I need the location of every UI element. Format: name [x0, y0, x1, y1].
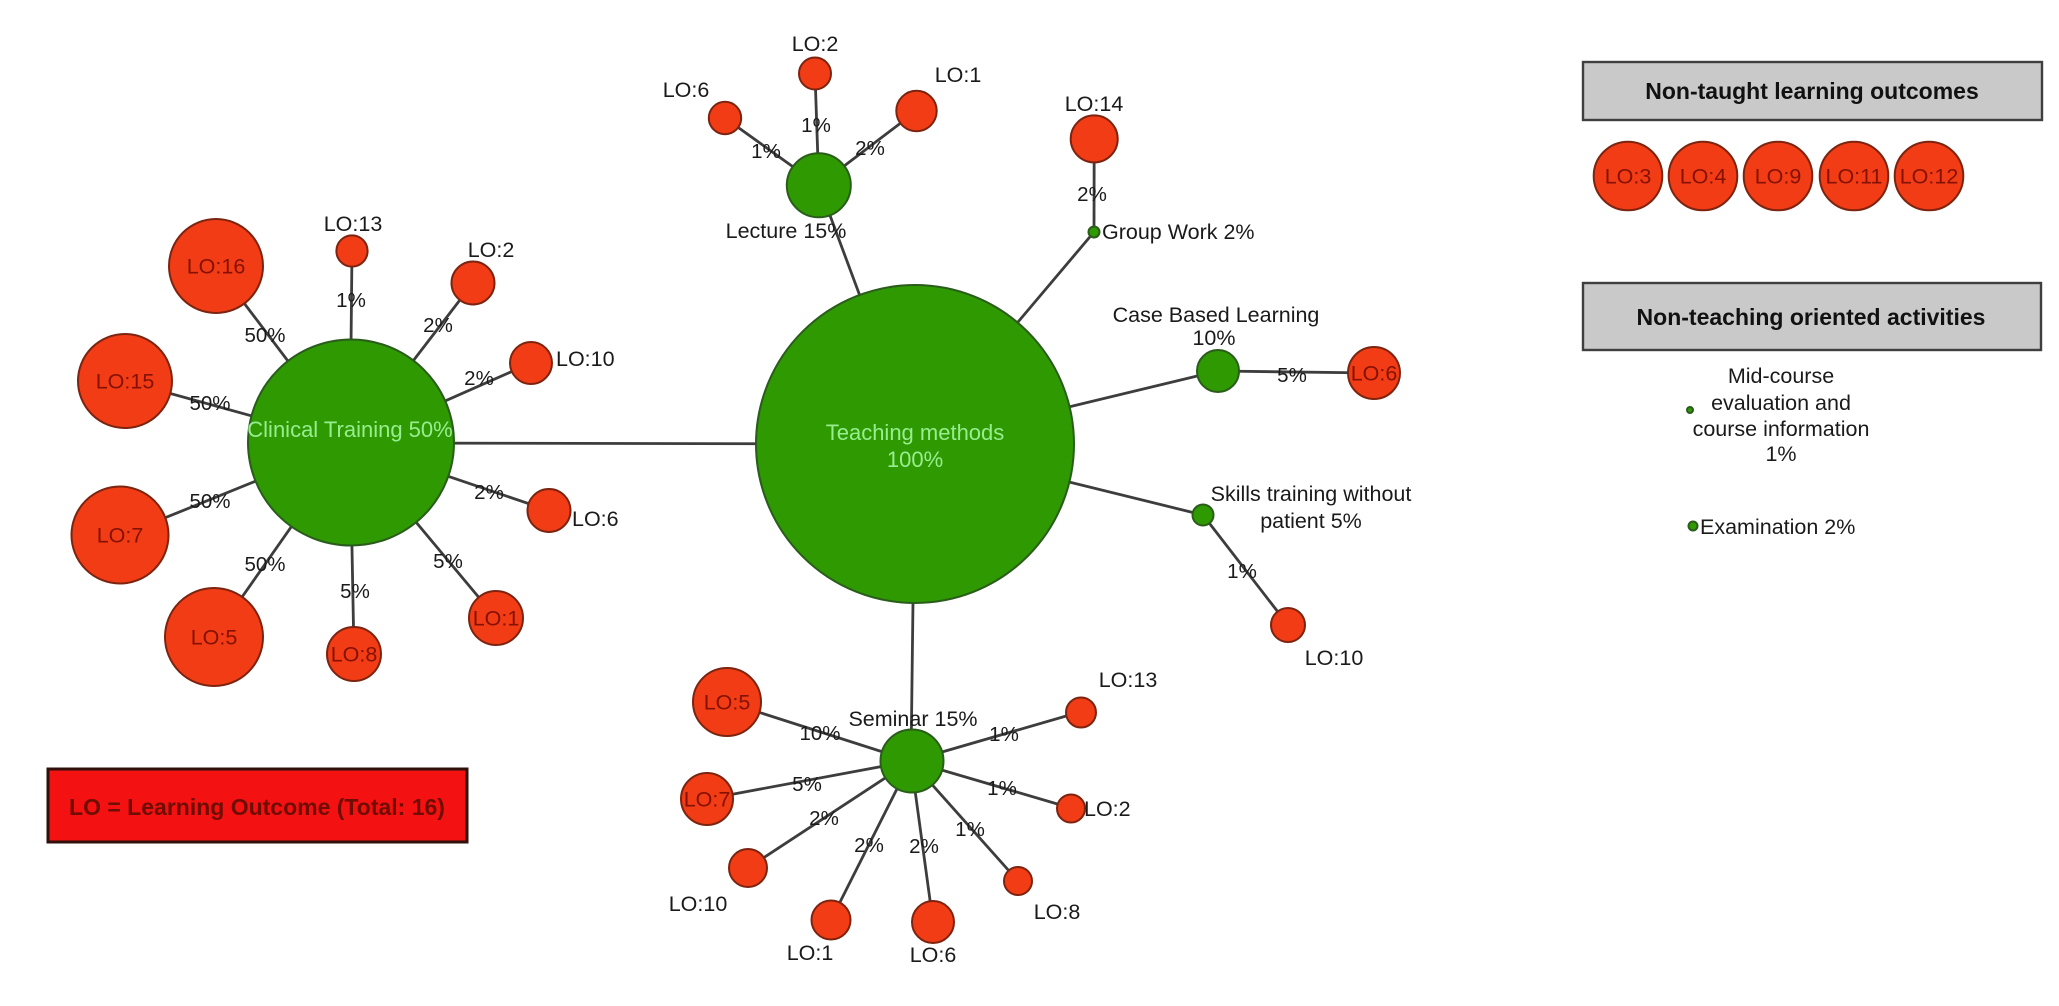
- svg-text:LO:5: LO:5: [704, 691, 751, 715]
- svg-text:LO:10: LO:10: [1305, 646, 1364, 670]
- svg-text:LO:14: LO:14: [1065, 92, 1124, 116]
- svg-text:LO:5: LO:5: [191, 626, 238, 650]
- svg-text:100%: 100%: [887, 447, 943, 472]
- svg-text:1%: 1%: [1227, 560, 1257, 583]
- svg-text:LO:7: LO:7: [97, 524, 144, 548]
- svg-text:LO:6: LO:6: [663, 78, 710, 102]
- svg-text:LO:13: LO:13: [324, 212, 383, 236]
- svg-text:2%: 2%: [909, 835, 939, 858]
- svg-text:LO:15: LO:15: [96, 370, 155, 394]
- svg-text:course information: course information: [1693, 417, 1870, 441]
- svg-text:50%: 50%: [189, 392, 230, 415]
- svg-text:Non-teaching oriented activiti: Non-teaching oriented activities: [1637, 304, 1986, 330]
- svg-text:LO = Learning Outcome (Total:: LO = Learning Outcome (Total: 16): [69, 794, 445, 820]
- svg-text:LO:13: LO:13: [1099, 668, 1158, 692]
- svg-text:LO:6: LO:6: [910, 943, 957, 967]
- svg-text:LO:12: LO:12: [1900, 165, 1959, 189]
- svg-text:Case Based Learning: Case Based Learning: [1113, 303, 1320, 327]
- svg-text:Skills training without: Skills training without: [1211, 482, 1412, 506]
- svg-text:10%: 10%: [799, 722, 840, 745]
- svg-text:Teaching methods: Teaching methods: [826, 420, 1005, 445]
- svg-text:1%: 1%: [751, 140, 781, 163]
- svg-text:Group Work 2%: Group Work 2%: [1102, 220, 1255, 244]
- svg-text:5%: 5%: [792, 773, 822, 796]
- svg-text:Clinical Training 50%: Clinical Training 50%: [247, 417, 452, 442]
- svg-text:LO:2: LO:2: [792, 32, 839, 56]
- svg-text:LO:4: LO:4: [1680, 165, 1727, 189]
- svg-text:5%: 5%: [340, 580, 370, 603]
- svg-text:LO:10: LO:10: [556, 347, 615, 371]
- svg-text:LO:1: LO:1: [787, 941, 834, 965]
- svg-text:2%: 2%: [1077, 183, 1107, 206]
- svg-text:5%: 5%: [1277, 364, 1307, 387]
- svg-text:2%: 2%: [423, 314, 453, 337]
- svg-text:LO:11: LO:11: [1826, 165, 1883, 189]
- svg-text:LO:1: LO:1: [935, 63, 982, 87]
- svg-text:2%: 2%: [855, 137, 885, 160]
- svg-text:2%: 2%: [854, 834, 884, 857]
- svg-text:patient 5%: patient 5%: [1260, 509, 1362, 533]
- svg-text:Mid-course: Mid-course: [1728, 364, 1834, 388]
- svg-text:evaluation and: evaluation and: [1711, 391, 1851, 415]
- svg-text:10%: 10%: [1192, 326, 1235, 350]
- svg-text:LO:6: LO:6: [1351, 362, 1398, 386]
- svg-text:LO:1: LO:1: [473, 607, 520, 631]
- svg-text:LO:8: LO:8: [1034, 900, 1081, 924]
- svg-text:1%: 1%: [336, 289, 366, 312]
- svg-text:Non-taught learning outcomes: Non-taught learning outcomes: [1645, 78, 1979, 104]
- svg-text:2%: 2%: [474, 481, 504, 504]
- svg-text:LO:6: LO:6: [572, 507, 619, 531]
- svg-text:Lecture 15%: Lecture 15%: [726, 219, 847, 243]
- svg-text:Examination 2%: Examination 2%: [1700, 515, 1855, 539]
- svg-text:LO:7: LO:7: [684, 788, 731, 812]
- svg-text:1%: 1%: [1765, 442, 1796, 466]
- svg-text:5%: 5%: [433, 550, 463, 573]
- svg-text:1%: 1%: [987, 777, 1017, 800]
- svg-text:50%: 50%: [244, 553, 285, 576]
- svg-text:LO:16: LO:16: [187, 255, 246, 279]
- svg-text:LO:2: LO:2: [1084, 797, 1131, 821]
- svg-text:LO:2: LO:2: [468, 238, 515, 262]
- svg-text:50%: 50%: [244, 324, 285, 347]
- svg-text:Seminar 15%: Seminar 15%: [848, 707, 977, 731]
- svg-text:LO:9: LO:9: [1755, 165, 1802, 189]
- svg-text:50%: 50%: [189, 490, 230, 513]
- svg-text:2%: 2%: [809, 807, 839, 830]
- svg-text:1%: 1%: [955, 818, 985, 841]
- svg-text:1%: 1%: [989, 723, 1019, 746]
- svg-text:LO:8: LO:8: [331, 643, 378, 667]
- svg-text:2%: 2%: [464, 367, 494, 390]
- svg-text:LO:3: LO:3: [1605, 165, 1652, 189]
- svg-text:1%: 1%: [801, 114, 831, 137]
- svg-text:LO:10: LO:10: [669, 892, 728, 916]
